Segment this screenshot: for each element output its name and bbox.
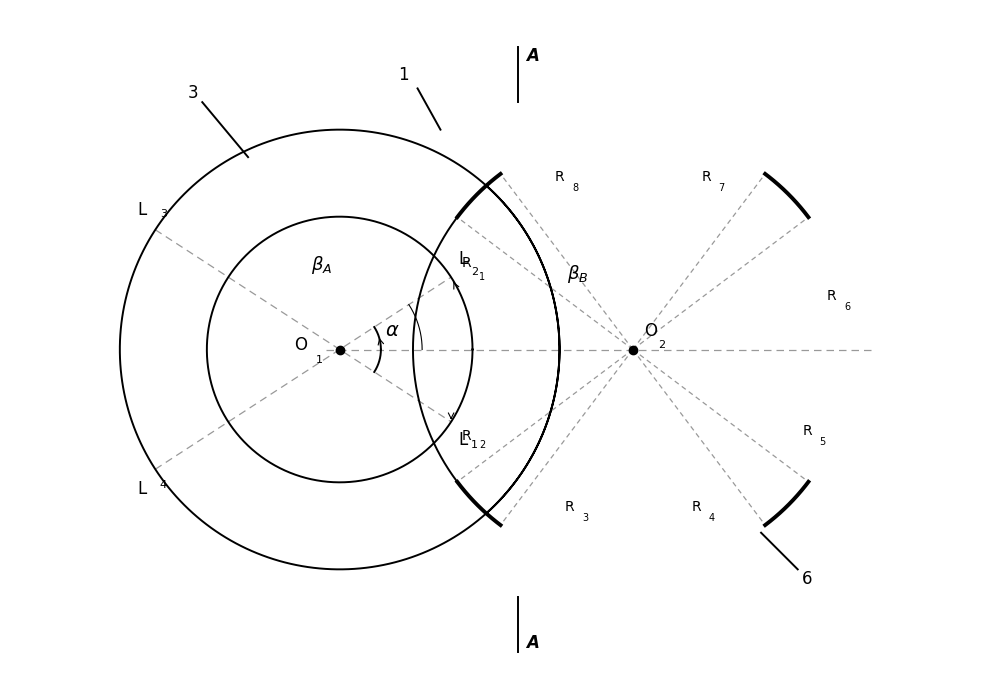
Text: 8: 8 — [572, 182, 578, 193]
Text: 3: 3 — [188, 84, 198, 102]
Text: 3: 3 — [160, 209, 167, 219]
Text: R: R — [827, 289, 837, 303]
Text: 1: 1 — [316, 356, 323, 366]
Text: R: R — [701, 170, 711, 184]
Text: O: O — [295, 336, 308, 354]
Text: O: O — [644, 322, 657, 340]
Text: 7: 7 — [719, 182, 725, 193]
Text: 5: 5 — [820, 437, 826, 447]
Text: L: L — [137, 480, 146, 498]
Text: A: A — [526, 48, 539, 65]
Text: L: L — [458, 250, 468, 268]
Text: 6: 6 — [802, 570, 812, 588]
Text: 6: 6 — [844, 302, 851, 312]
Text: $\beta_A$: $\beta_A$ — [311, 254, 332, 276]
Text: 1: 1 — [471, 440, 478, 450]
Text: L: L — [137, 201, 146, 219]
Text: 2: 2 — [659, 340, 666, 350]
Text: $\beta_B$: $\beta_B$ — [567, 264, 589, 285]
Text: 2: 2 — [471, 267, 478, 278]
Text: $\alpha$: $\alpha$ — [385, 322, 400, 340]
Text: R: R — [555, 170, 564, 184]
Text: R: R — [462, 429, 472, 443]
Text: 2: 2 — [479, 440, 485, 450]
Text: 4: 4 — [160, 480, 167, 490]
Text: 1: 1 — [479, 272, 485, 282]
Text: L: L — [458, 431, 468, 449]
Text: 4: 4 — [709, 512, 715, 523]
Text: R: R — [802, 424, 812, 438]
Text: R: R — [565, 500, 574, 514]
Text: R: R — [462, 256, 472, 270]
Text: A: A — [526, 634, 539, 651]
Text: 1: 1 — [398, 66, 409, 84]
Text: R: R — [692, 500, 701, 514]
Text: 3: 3 — [582, 512, 588, 523]
